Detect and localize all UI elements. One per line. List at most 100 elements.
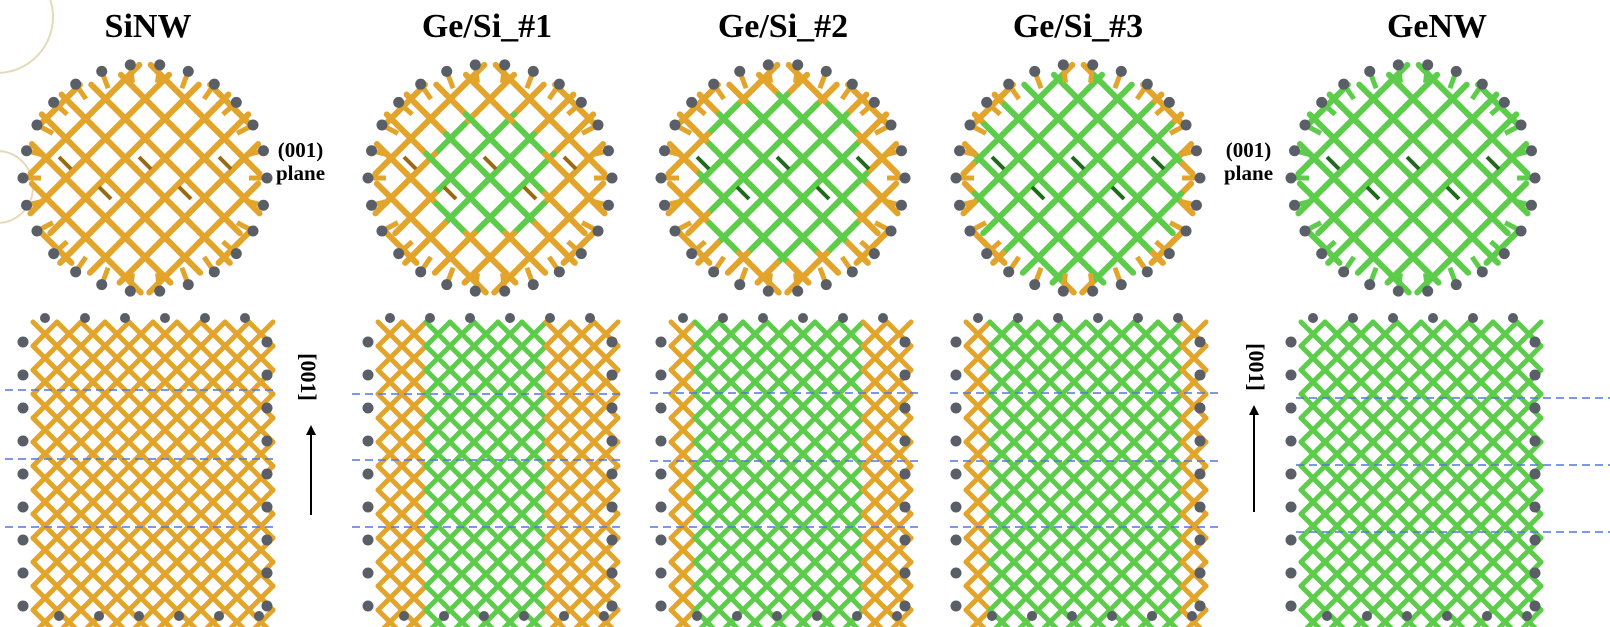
bond [1179,415,1209,445]
bond [1179,200,1196,217]
hydrogen-atom [950,369,962,381]
bond [1490,367,1520,397]
bond [963,559,993,589]
hydrogen-atom [899,336,911,348]
bond [1131,511,1161,541]
bond [174,511,204,541]
bond [1131,487,1161,517]
bond [1346,559,1376,589]
hydrogen-atom [362,402,374,414]
hydrogen-atom [1442,611,1452,621]
bond [567,391,597,421]
bond [740,463,770,493]
bond [156,607,180,627]
bond [567,583,597,613]
bond [1514,511,1544,541]
hydrogen-atom [838,313,848,323]
hydrogen-atom [1057,59,1069,71]
hydrogen-atom [846,266,858,278]
bond [836,583,866,613]
hydrogen-atom [519,611,529,621]
bond [471,415,501,445]
hydrogen-atom [48,96,60,108]
hydrogen-atom [606,435,618,447]
bond [399,511,429,541]
bond-shadow [735,185,751,201]
bond [1298,487,1328,517]
hydrogen-atom [1529,468,1541,480]
bond [1376,607,1400,627]
bond [399,415,429,445]
bond [519,487,549,517]
bond [102,439,132,469]
hydrogen-atom [261,534,273,546]
bond [543,415,573,445]
bond [543,367,573,397]
bond [447,439,477,469]
hydrogen-atom [17,336,29,348]
hydrogen-atom [362,534,374,546]
bond [788,559,818,589]
hydrogen-atom [950,534,962,546]
hydrogen-atom [1522,611,1532,621]
bond-shadow [1325,155,1341,171]
bond [246,511,276,541]
hydrogen-atom [17,369,29,381]
bond [198,511,228,541]
bond [1496,607,1520,627]
bond [1059,343,1089,373]
hydrogen-atom [1087,59,1099,71]
bond [1107,487,1137,517]
bond [1059,583,1089,613]
bond [423,367,453,397]
bond [990,249,1007,266]
bond [1298,463,1328,493]
hydrogen-atom [1402,611,1412,621]
hydrogen-atom [1115,279,1127,291]
hydrogen-atom [950,600,962,612]
bond [1490,319,1520,349]
cross-section-3 [655,59,911,297]
bond [423,319,453,349]
bond [126,391,156,421]
bond [1059,511,1089,541]
bond [126,415,156,445]
bond [543,463,573,493]
bond [1394,367,1424,397]
hydrogen-atom [655,468,667,480]
bond [246,487,276,517]
bond [836,511,866,541]
bond [1514,487,1544,517]
hydrogen-atom [376,119,388,131]
bond [812,439,842,469]
bond [1514,343,1544,373]
hydrogen-atom [376,225,388,237]
bond [471,391,501,421]
bond [1328,607,1352,627]
bond [812,391,842,421]
hydrogen-atom [366,145,378,157]
bond-shadow [1445,185,1461,201]
bond [1418,487,1448,517]
bond [54,343,84,373]
bond [78,319,108,349]
bond [1370,463,1400,493]
bond [836,391,866,421]
bond [987,535,1017,565]
bond [963,487,993,517]
hydrogen-atom [602,199,614,211]
bond [770,607,794,627]
bond [198,535,228,565]
bond [860,583,890,613]
hydrogen-atom [362,435,374,447]
bond [1466,535,1496,565]
hydrogen-atom [1141,266,1153,278]
bond [228,607,252,627]
bond [860,391,890,421]
bond [1083,367,1113,397]
bond [788,367,818,397]
bond [987,391,1017,421]
bond [495,367,525,397]
bond [198,463,228,493]
